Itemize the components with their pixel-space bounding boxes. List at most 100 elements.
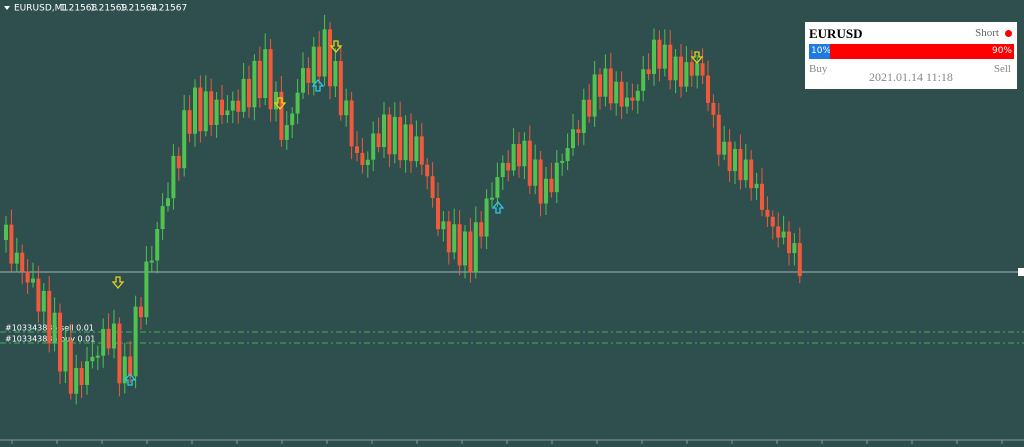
candle — [738, 148, 743, 181]
candle — [122, 356, 127, 384]
candle — [290, 113, 295, 126]
candle — [614, 81, 619, 104]
candle — [716, 114, 721, 155]
candles — [4, 14, 802, 405]
candle — [333, 61, 338, 87]
candle — [52, 312, 57, 344]
candle — [128, 356, 133, 377]
candle — [58, 312, 62, 372]
candle — [646, 69, 651, 74]
candle — [392, 116, 397, 155]
candle — [641, 69, 646, 91]
candle — [365, 159, 370, 166]
candle — [538, 159, 543, 204]
candle — [328, 29, 332, 87]
candle — [706, 75, 710, 103]
candle — [517, 144, 521, 167]
candle — [31, 278, 35, 283]
candle — [576, 129, 581, 133]
candle — [274, 91, 278, 110]
price: 1.21569 — [90, 4, 127, 14]
candle — [776, 226, 781, 238]
candle — [257, 60, 262, 99]
candle — [252, 60, 257, 108]
candle — [533, 159, 538, 186]
candle — [673, 56, 678, 81]
ratio-label: 10% — [811, 46, 832, 56]
candle — [36, 278, 41, 312]
candle — [484, 198, 489, 237]
sell-arrow — [690, 51, 704, 65]
candle — [295, 92, 300, 114]
candle — [608, 68, 613, 104]
candle — [409, 124, 413, 162]
candle — [479, 222, 484, 237]
candle — [527, 140, 532, 186]
candle — [765, 209, 770, 217]
candle — [722, 141, 727, 155]
sell-bar: 90% — [829, 44, 1014, 59]
buy-arrow — [491, 200, 505, 214]
candle — [90, 356, 95, 362]
candle — [571, 129, 575, 149]
candle — [430, 176, 435, 198]
candle — [635, 90, 640, 101]
candle — [506, 162, 511, 171]
candle — [101, 328, 106, 356]
candle — [74, 368, 79, 394]
candle — [495, 177, 500, 198]
candle — [149, 260, 154, 263]
candle — [781, 231, 786, 238]
candle — [446, 221, 451, 253]
candle — [284, 125, 289, 140]
candle — [598, 74, 602, 97]
candle — [468, 231, 473, 273]
candle — [700, 63, 705, 76]
candle — [419, 136, 424, 165]
candle — [684, 62, 689, 87]
candle — [733, 148, 737, 172]
candle — [560, 160, 565, 163]
candle — [311, 46, 316, 83]
ratio-label: 90% — [991, 46, 1012, 56]
candle — [760, 183, 764, 210]
candle — [63, 340, 68, 372]
candle — [522, 140, 527, 167]
candle — [500, 162, 505, 178]
candle — [133, 306, 138, 377]
candle — [279, 91, 284, 140]
buy-arrow — [311, 78, 325, 92]
symbol: EURUSD,M1 — [14, 4, 68, 14]
candle — [668, 44, 673, 81]
candle — [657, 39, 662, 69]
sell-arrow — [111, 276, 125, 290]
candle — [4, 224, 8, 240]
candle — [171, 155, 176, 199]
sell-arrow — [273, 97, 287, 111]
candle — [549, 178, 554, 193]
candle — [463, 231, 467, 266]
candle — [749, 159, 754, 189]
candle — [187, 110, 192, 134]
candle — [268, 49, 273, 110]
candle — [20, 252, 25, 272]
candle — [14, 252, 19, 264]
candle — [95, 355, 100, 358]
candle — [592, 74, 597, 117]
candle — [711, 102, 716, 115]
sell-arrow — [329, 40, 343, 54]
signal-dot — [1005, 30, 1012, 37]
candle — [371, 133, 376, 160]
candle — [155, 229, 160, 261]
candle — [68, 340, 73, 394]
candle — [139, 306, 143, 318]
candle — [625, 97, 629, 107]
candle — [457, 224, 462, 266]
candle — [436, 197, 440, 230]
candle — [679, 56, 683, 87]
candle — [41, 290, 46, 312]
candle — [581, 99, 586, 133]
candle — [797, 243, 802, 277]
candle — [360, 152, 365, 166]
